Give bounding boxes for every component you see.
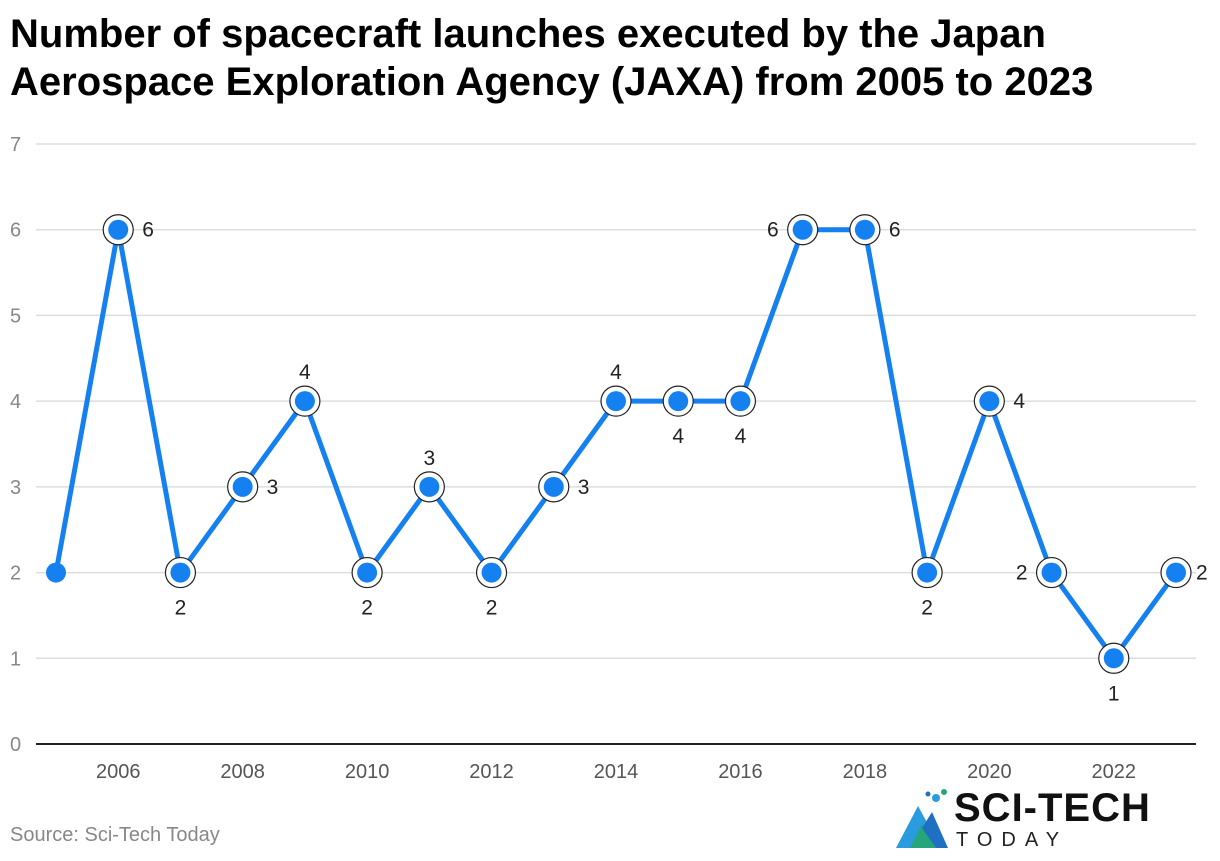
- data-point: [979, 391, 1000, 412]
- source-note: Source: Sci-Tech Today: [10, 824, 220, 846]
- data-point: [1166, 562, 1186, 583]
- data-point: [481, 562, 502, 583]
- x-tick-label: 2018: [843, 761, 888, 783]
- y-tick-label: 2: [10, 563, 21, 585]
- logo-subtitle: TODAY: [956, 829, 1069, 851]
- data-point: [668, 391, 689, 412]
- data-point: [108, 219, 129, 240]
- data-label: 4: [735, 425, 747, 448]
- y-tick-label: 5: [10, 305, 21, 327]
- data-label: 4: [672, 425, 684, 448]
- data-point: [1103, 648, 1124, 669]
- data-label: 3: [267, 476, 279, 499]
- x-tick-label: 2020: [967, 761, 1012, 783]
- data-point: [917, 562, 938, 583]
- data-point: [606, 391, 626, 412]
- series-line: [53, 227, 1179, 661]
- logo-mountain-icon: [896, 789, 948, 848]
- data-label: 6: [767, 219, 779, 242]
- data-label: 2: [486, 597, 498, 620]
- data-point: [854, 219, 875, 240]
- x-axis-ticks: 2006 2008 2010 2012 2014 2016 2018 2020 2022: [96, 761, 1136, 783]
- x-tick-label: 2014: [594, 761, 639, 783]
- data-label: 2: [361, 597, 373, 620]
- data-labels: 6 2 3 4 2 3 2 3 4 4 4 6 6 2 4 2 1 2: [142, 219, 1207, 706]
- data-point: [170, 562, 191, 583]
- y-axis-ticks: 0 1 2 3 4 5 6 7: [10, 134, 21, 756]
- data-label: 6: [889, 219, 901, 242]
- data-label: 3: [578, 476, 590, 499]
- y-tick-label: 6: [10, 220, 21, 242]
- data-label: 2: [921, 597, 933, 620]
- y-tick-label: 7: [10, 134, 21, 156]
- data-point: [792, 219, 813, 240]
- data-point: [46, 562, 66, 583]
- y-tick-label: 0: [10, 734, 21, 756]
- data-point: [232, 476, 253, 497]
- data-label: 4: [299, 361, 311, 384]
- data-point: [730, 391, 751, 412]
- data-point: [357, 562, 378, 583]
- x-tick-label: 2008: [220, 761, 265, 783]
- data-point: [543, 476, 564, 497]
- data-series: [46, 214, 1192, 674]
- x-tick-label: 2006: [96, 761, 141, 783]
- x-tick-label: 2022: [1092, 761, 1137, 783]
- data-point: [294, 391, 315, 412]
- y-tick-label: 3: [10, 477, 21, 499]
- x-tick-label: 2012: [469, 761, 514, 783]
- data-label: 2: [175, 597, 187, 620]
- chart-title: Number of spacecraft launches executed b…: [10, 12, 1094, 104]
- data-point: [1041, 562, 1062, 583]
- data-label: 6: [142, 219, 154, 242]
- sci-tech-today-logo: SCI-TECH TODAY: [892, 784, 1192, 856]
- data-label: 4: [1013, 390, 1025, 413]
- data-point: [419, 476, 440, 497]
- y-tick-label: 4: [10, 391, 21, 413]
- data-label: 1: [1108, 682, 1120, 705]
- y-tick-label: 1: [10, 648, 21, 670]
- data-label: 4: [610, 361, 622, 384]
- logo-wordmark: SCI-TECH: [954, 786, 1151, 830]
- data-label: 2: [1016, 562, 1028, 585]
- data-label: 3: [423, 447, 435, 470]
- x-tick-label: 2016: [718, 761, 763, 783]
- x-tick-label: 2010: [345, 761, 390, 783]
- data-label: 2: [1196, 562, 1208, 585]
